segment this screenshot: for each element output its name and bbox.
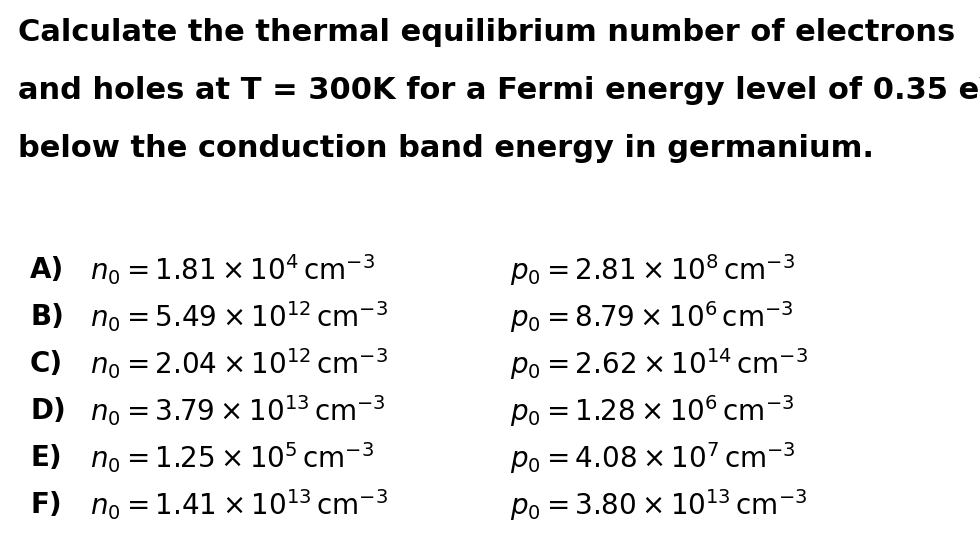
Text: $p_0 = 8.79 \times 10^{6}\,\mathrm{cm}^{-3}$: $p_0 = 8.79 \times 10^{6}\,\mathrm{cm}^{…: [510, 299, 794, 335]
Text: $p_0 = 2.81 \times 10^{8}\,\mathrm{cm}^{-3}$: $p_0 = 2.81 \times 10^{8}\,\mathrm{cm}^{…: [510, 252, 795, 288]
Text: $n_0 = 3.79 \times 10^{13}\,\mathrm{cm}^{-3}$: $n_0 = 3.79 \times 10^{13}\,\mathrm{cm}^…: [90, 393, 386, 428]
Text: B): B): [30, 303, 64, 331]
Text: below the conduction band energy in germanium.: below the conduction band energy in germ…: [18, 134, 874, 163]
Text: $n_0 = 1.25 \times 10^{5}\,\mathrm{cm}^{-3}$: $n_0 = 1.25 \times 10^{5}\,\mathrm{cm}^{…: [90, 441, 374, 475]
Text: F): F): [30, 491, 62, 519]
Text: $p_0 = 1.28 \times 10^{6}\,\mathrm{cm}^{-3}$: $p_0 = 1.28 \times 10^{6}\,\mathrm{cm}^{…: [510, 393, 794, 429]
Text: D): D): [30, 397, 66, 425]
Text: $n_0 = 1.41 \times 10^{13}\,\mathrm{cm}^{-3}$: $n_0 = 1.41 \times 10^{13}\,\mathrm{cm}^…: [90, 488, 388, 522]
Text: Calculate the thermal equilibrium number of electrons: Calculate the thermal equilibrium number…: [18, 18, 956, 47]
Text: A): A): [30, 256, 65, 284]
Text: $n_0 = 5.49 \times 10^{12}\,\mathrm{cm}^{-3}$: $n_0 = 5.49 \times 10^{12}\,\mathrm{cm}^…: [90, 300, 388, 334]
Text: $p_0 = 3.80 \times 10^{13}\,\mathrm{cm}^{-3}$: $p_0 = 3.80 \times 10^{13}\,\mathrm{cm}^…: [510, 487, 808, 523]
Text: E): E): [30, 444, 62, 472]
Text: $p_0 = 4.08 \times 10^{7}\,\mathrm{cm}^{-3}$: $p_0 = 4.08 \times 10^{7}\,\mathrm{cm}^{…: [510, 440, 796, 476]
Text: C): C): [30, 350, 63, 378]
Text: $n_0 = 1.81 \times 10^{4}\,\mathrm{cm}^{-3}$: $n_0 = 1.81 \times 10^{4}\,\mathrm{cm}^{…: [90, 253, 375, 287]
Text: and holes at T = 300K for a Fermi energy level of 0.35 eV: and holes at T = 300K for a Fermi energy…: [18, 76, 980, 105]
Text: $n_0 = 2.04 \times 10^{12}\,\mathrm{cm}^{-3}$: $n_0 = 2.04 \times 10^{12}\,\mathrm{cm}^…: [90, 347, 388, 381]
Text: $p_0 = 2.62 \times 10^{14}\,\mathrm{cm}^{-3}$: $p_0 = 2.62 \times 10^{14}\,\mathrm{cm}^…: [510, 346, 808, 382]
